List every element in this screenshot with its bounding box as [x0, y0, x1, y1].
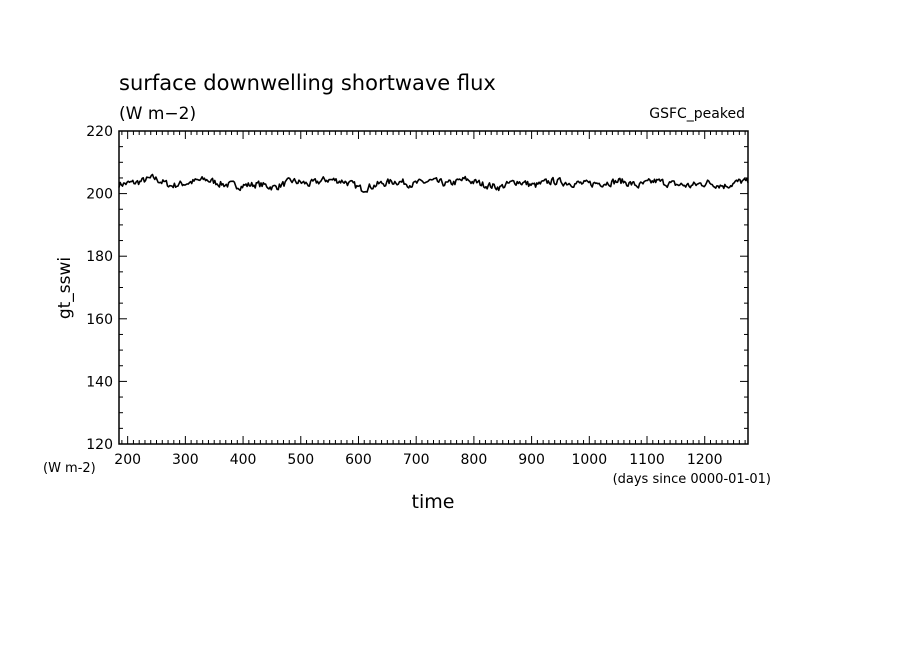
series-layer	[118, 173, 749, 193]
x-tick-label: 300	[172, 452, 199, 468]
x-tick-label: 1000	[571, 452, 607, 468]
y-units-label: (W m-2)	[43, 461, 96, 476]
y-tick-label: 180	[86, 249, 113, 265]
x-tick-label: 1200	[687, 452, 723, 468]
y-tick-label: 140	[86, 374, 113, 390]
x-units-label: (days since 0000-01-01)	[613, 472, 771, 487]
plot-frame	[118, 130, 749, 445]
chart-subtitle: (W m−2)	[119, 104, 196, 124]
y-tick-label: 120	[86, 437, 113, 453]
x-tick-label: 500	[287, 452, 314, 468]
y-tick-label: 160	[86, 312, 113, 328]
x-tick-label: 900	[518, 452, 545, 468]
x-tick-label: 1100	[629, 452, 665, 468]
x-tick-label: 200	[114, 452, 141, 468]
series-line	[118, 173, 749, 193]
axis-ticks: 120 140 160 180 200 220 200 300 400 500 600 700 800 9…	[86, 124, 748, 468]
x-tick-label: 400	[230, 452, 257, 468]
y-tick-label: 200	[86, 187, 113, 203]
x-tick-label: 700	[403, 452, 430, 468]
x-tick-label: 800	[461, 452, 488, 468]
x-axis-label: time	[412, 491, 455, 513]
y-tick-label: 220	[86, 124, 113, 140]
chart-title: surface downwelling shortwave flux	[119, 71, 496, 95]
x-tick-label: 600	[345, 452, 372, 468]
y-axis-label: gt_sswi	[55, 257, 75, 319]
experiment-label: GSFC_peaked	[649, 106, 745, 122]
